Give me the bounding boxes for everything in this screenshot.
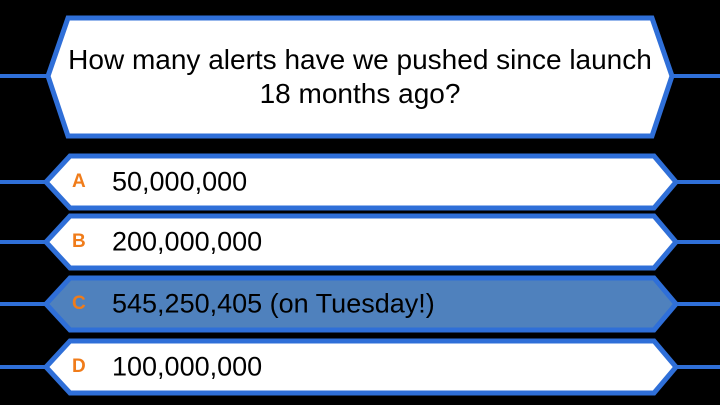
answer-d-panel [42,338,680,396]
answer-c-connector-left [0,302,48,306]
answer-a-panel [42,153,680,211]
answer-text-a: 50,000,000 [112,166,248,197]
answer-text-b: 200,000,000 [112,226,263,257]
answer-a-connector-left [0,180,48,184]
answer-option-b[interactable]: B 200,000,000 [52,217,672,267]
question-connector-right [672,74,720,78]
question-panel [45,15,675,139]
answer-option-a[interactable]: A 50,000,000 [52,157,672,207]
answer-a-connector-right [674,180,720,184]
answer-letter-a: A [72,171,86,192]
answer-b-panel [42,213,680,271]
answer-letter-c: C [72,293,86,314]
answer-text-d: 100,000,000 [112,351,263,382]
answer-d-connector-right [674,365,720,369]
question-text: How many alerts have we pushed since lau… [68,44,652,109]
answer-c-panel [42,275,680,333]
answer-letter-b: B [72,231,86,252]
answer-option-c[interactable]: C 545,250,405 (on Tuesday!) [52,279,672,329]
answer-d-connector-left [0,365,48,369]
answer-b-connector-left [0,240,48,244]
answer-text-c: 545,250,405 (on Tuesday!) [112,288,435,319]
answer-option-d[interactable]: D 100,000,000 [52,342,672,392]
answer-letter-d: D [72,356,86,377]
question-connector-left [0,74,50,78]
answer-b-connector-right [674,240,720,244]
answer-c-connector-right [674,302,720,306]
